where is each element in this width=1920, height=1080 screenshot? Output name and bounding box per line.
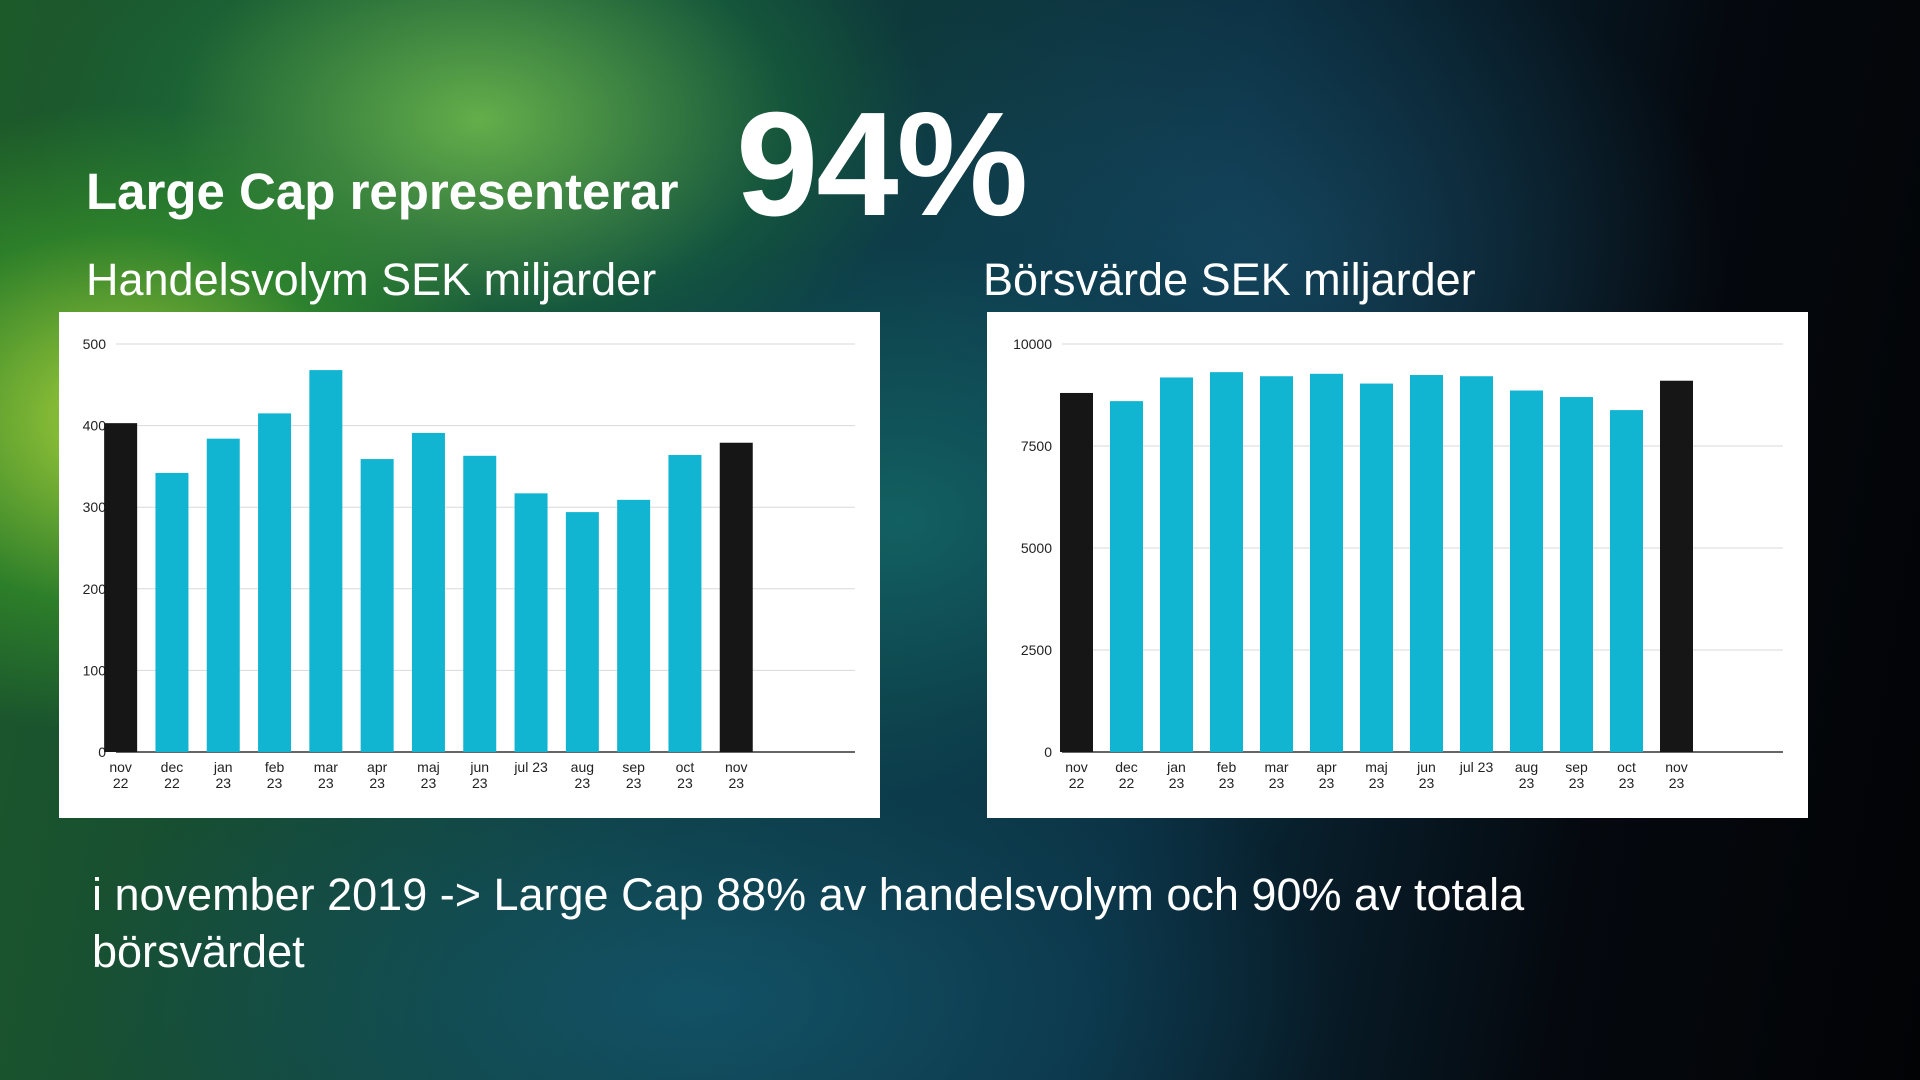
bar-1 xyxy=(1110,401,1143,752)
x-tick-label: 23 xyxy=(472,775,488,791)
x-tick-label: oct xyxy=(1617,759,1636,775)
chart-title-handelsvolym: Handelsvolym SEK miljarder xyxy=(86,254,657,305)
bar-4 xyxy=(1260,376,1293,752)
x-tick-label: 23 xyxy=(1669,775,1685,791)
bar-8 xyxy=(1460,376,1493,752)
x-tick-label: jun xyxy=(1416,759,1436,775)
x-tick-label: jul 23 xyxy=(1459,759,1494,775)
x-tick-label: feb xyxy=(1217,759,1237,775)
chart-handelsvolym-svg: 0100200300400500nov22dec22jan23feb23mar2… xyxy=(83,336,855,791)
x-tick-label: jan xyxy=(1166,759,1186,775)
y-tick-label: 5000 xyxy=(1021,540,1052,556)
x-tick-label: 22 xyxy=(113,775,129,791)
bar-6 xyxy=(411,432,445,752)
x-tick-label: 23 xyxy=(1169,775,1185,791)
y-tick-label: 10000 xyxy=(1013,336,1052,352)
bar-0 xyxy=(1060,392,1093,752)
x-tick-label: jun xyxy=(469,759,489,775)
x-tick-label: maj xyxy=(417,759,440,775)
x-tick-label: sep xyxy=(622,759,645,775)
footer-note: i november 2019 -> Large Cap 88% av hand… xyxy=(92,869,1525,977)
x-tick-label: nov xyxy=(109,759,132,775)
headline-percentage: 94% xyxy=(736,82,1028,247)
chart-title-borsvarde: Börsvärde SEK miljarder xyxy=(983,254,1476,305)
x-tick-label: 23 xyxy=(1219,775,1235,791)
y-tick-label: 0 xyxy=(98,744,106,760)
bar-6 xyxy=(1360,383,1393,752)
y-tick-label: 7500 xyxy=(1021,438,1052,454)
bar-3 xyxy=(1210,372,1243,752)
bar-7 xyxy=(463,455,497,752)
x-tick-label: jul 23 xyxy=(513,759,548,775)
x-tick-label: 23 xyxy=(626,775,642,791)
y-tick-label: 2500 xyxy=(1021,642,1052,658)
bar-1 xyxy=(155,472,189,752)
x-tick-label: feb xyxy=(265,759,285,775)
x-tick-label: 23 xyxy=(1519,775,1535,791)
chart-borsvarde-svg: 025005000750010000nov22dec22jan23feb23ma… xyxy=(1013,336,1783,791)
bar-9 xyxy=(1510,390,1543,752)
bar-10 xyxy=(617,499,651,752)
x-tick-label: 23 xyxy=(1369,775,1385,791)
bar-0 xyxy=(104,423,138,752)
x-tick-label: 23 xyxy=(421,775,437,791)
bar-11 xyxy=(668,454,702,752)
bar-9 xyxy=(565,512,599,752)
y-tick-label: 300 xyxy=(83,499,107,515)
headline-text: Large Cap representerar xyxy=(86,163,679,220)
x-tick-label: sep xyxy=(1565,759,1588,775)
x-tick-label: dec xyxy=(1115,759,1138,775)
x-tick-label: nov xyxy=(1665,759,1688,775)
x-tick-label: 23 xyxy=(728,775,744,791)
y-tick-label: 400 xyxy=(83,418,107,434)
x-tick-label: aug xyxy=(571,759,594,775)
chart-handelsvolym: 0 100 200 300 400 500 nov 22 dec 22 jan 23 feb 23 mar 2… xyxy=(59,312,880,818)
y-tick-label: 500 xyxy=(83,336,107,352)
chart-borsvarde: 0 2500 5000 7500 10000 nov 22 dec 22 jan 23 feb 23 ma… xyxy=(987,312,1808,818)
bar-4 xyxy=(309,370,343,752)
x-tick-label: 23 xyxy=(1619,775,1635,791)
y-tick-label: 0 xyxy=(1044,744,1052,760)
bar-10 xyxy=(1560,397,1593,752)
x-tick-label: mar xyxy=(1264,759,1288,775)
bar-7 xyxy=(1410,375,1443,752)
x-tick-label: 23 xyxy=(369,775,385,791)
x-tick-label: 23 xyxy=(215,775,231,791)
x-tick-label: apr xyxy=(367,759,388,775)
y-tick-label: 100 xyxy=(83,662,107,678)
x-tick-label: oct xyxy=(676,759,695,775)
x-tick-label: jan xyxy=(213,759,233,775)
x-tick-label: 23 xyxy=(575,775,591,791)
bar-12 xyxy=(719,442,753,752)
x-tick-label: 23 xyxy=(1569,775,1585,791)
bar-2 xyxy=(206,438,240,752)
bar-12 xyxy=(1660,380,1693,752)
x-tick-label: nov xyxy=(725,759,748,775)
x-tick-label: aug xyxy=(1515,759,1538,775)
x-tick-label: 23 xyxy=(1319,775,1335,791)
x-tick-label: 23 xyxy=(1269,775,1285,791)
x-tick-label: 23 xyxy=(318,775,334,791)
x-tick-label: 23 xyxy=(1419,775,1435,791)
x-tick-label: mar xyxy=(314,759,338,775)
x-tick-label: nov xyxy=(1065,759,1088,775)
x-tick-label: 22 xyxy=(1119,775,1135,791)
bar-2 xyxy=(1160,377,1193,752)
x-tick-label: maj xyxy=(1365,759,1388,775)
x-tick-label: 23 xyxy=(267,775,283,791)
bar-3 xyxy=(258,413,292,752)
x-tick-label: 22 xyxy=(1069,775,1085,791)
y-tick-label: 200 xyxy=(83,581,107,597)
bar-8 xyxy=(514,493,548,752)
bar-5 xyxy=(360,459,394,752)
x-tick-label: apr xyxy=(1316,759,1337,775)
x-tick-label: 22 xyxy=(164,775,180,791)
bar-11 xyxy=(1610,410,1643,752)
bar-5 xyxy=(1310,373,1343,752)
x-tick-label: dec xyxy=(161,759,184,775)
x-tick-label: 23 xyxy=(677,775,693,791)
